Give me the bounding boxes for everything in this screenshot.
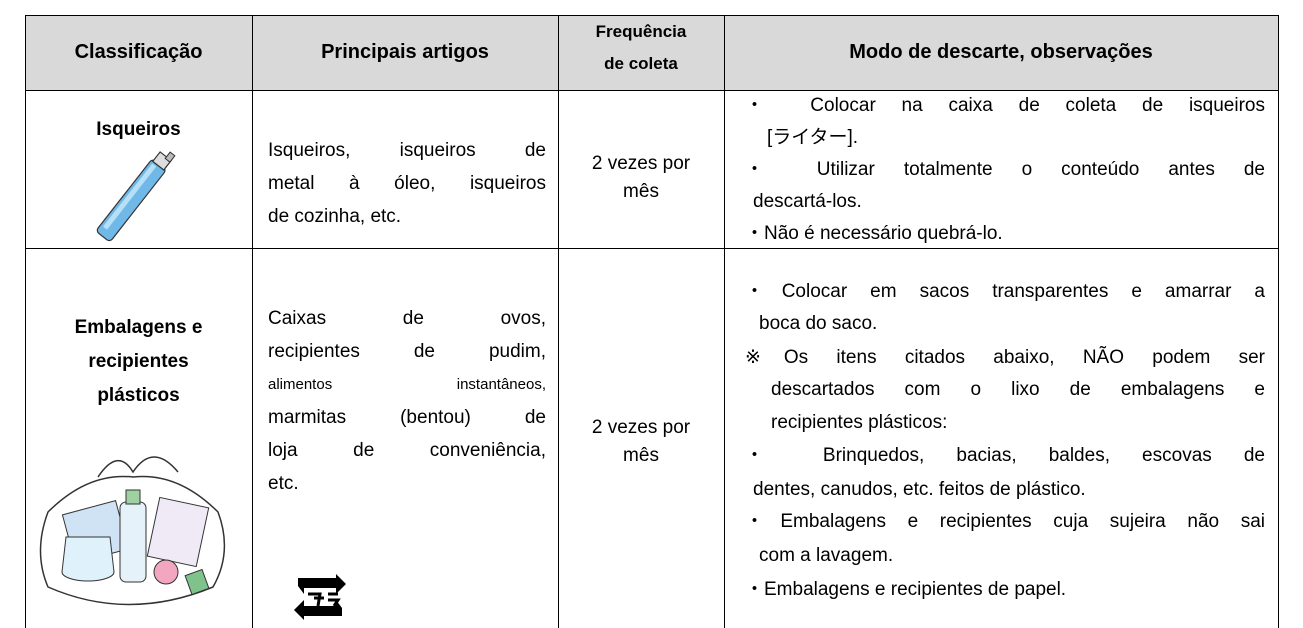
- category: Embalagens e: [74, 317, 203, 338]
- item-line: etc.: [268, 473, 299, 494]
- border: [25, 90, 1278, 91]
- note-line: ・ Brinquedos, bacias, baldes, escovas de: [745, 445, 1265, 466]
- header-cell: Modo de descarte, observações: [849, 41, 1153, 63]
- note-line: ※Os itens citados abaixo, NÃO podem ser: [745, 347, 1265, 368]
- note-line: ・ Utilizar totalmente o conteúdo antes d…: [745, 159, 1265, 180]
- item-line: alimentos instantâneos,: [268, 376, 546, 393]
- lighter-icon: [96, 151, 176, 242]
- item-line: de cozinha, etc.: [268, 206, 402, 227]
- border: [25, 15, 26, 628]
- frequency: 2 vezes por: [591, 417, 691, 438]
- note-line: dentes, canudos, etc. feitos de plástico…: [753, 479, 1086, 500]
- border: [724, 15, 725, 628]
- border: [25, 15, 1278, 16]
- header-cell: Principais artigos: [321, 41, 489, 63]
- item-line: Caixas de ovos,: [268, 308, 546, 329]
- header-background: [25, 15, 1278, 90]
- frequency: mês: [623, 445, 659, 466]
- item-line: Isqueiros, isqueiros de: [268, 140, 546, 161]
- category: recipientes: [88, 351, 189, 372]
- category: plásticos: [97, 385, 180, 406]
- note-line: com a lavagem.: [759, 545, 894, 566]
- frequency: mês: [623, 181, 659, 202]
- category: Isqueiros: [96, 119, 181, 140]
- note-line: ・ Colocar na caixa de coleta de isqueiro…: [745, 95, 1265, 116]
- note-line: ・Colocar em sacos transparentes e amarra…: [745, 281, 1265, 302]
- note-line: ・Embalagens e recipientes cuja sujeira n…: [745, 511, 1265, 532]
- item-line: marmitas (bentou) de: [268, 407, 546, 428]
- note-line: boca do saco.: [759, 313, 878, 334]
- plastic-bag-icon: [39, 456, 226, 606]
- recycle-mark: [294, 574, 346, 620]
- header-cell: Frequência: [595, 22, 687, 41]
- border: [558, 15, 559, 628]
- note-line: ・Não é necessário quebrá-lo.: [745, 223, 1003, 244]
- note-line: [ライター].: [767, 127, 859, 148]
- frequency: 2 vezes por: [591, 153, 691, 174]
- note-line: ・Embalagens e recipientes de papel.: [745, 579, 1067, 600]
- border: [1278, 15, 1279, 628]
- border: [252, 15, 253, 628]
- header-cell: Classificação: [74, 41, 203, 63]
- border: [25, 248, 1278, 249]
- note-line: recipientes plásticos:: [771, 412, 948, 433]
- item-line: loja de conveniência,: [268, 440, 546, 461]
- note-line: descartá-los.: [753, 191, 862, 212]
- item-line: recipientes de pudim,: [268, 341, 546, 362]
- note-line: descartados com o lixo de embalagens e: [771, 379, 1265, 400]
- header-cell: de coleta: [604, 54, 678, 73]
- item-line: metal à óleo, isqueiros: [268, 173, 546, 194]
